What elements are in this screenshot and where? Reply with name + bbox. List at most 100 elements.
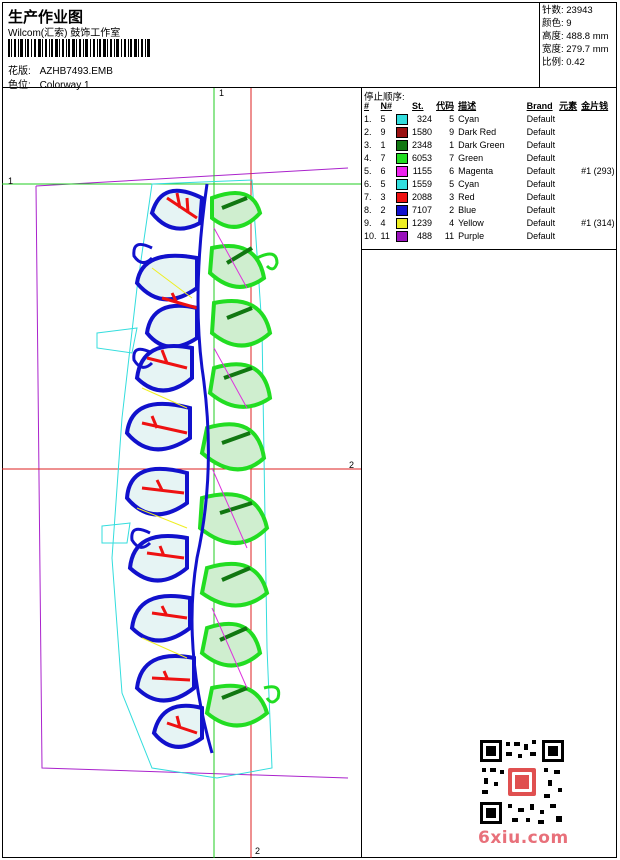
cell-brand: Default xyxy=(526,140,556,150)
table-row: 9. 4 1239 4 Yellow Default #1 (314) xyxy=(362,217,617,230)
cell-extra xyxy=(579,126,617,139)
col-header: St. xyxy=(412,101,424,111)
cell xyxy=(557,152,579,165)
color-swatch xyxy=(396,192,409,204)
color-swatch xyxy=(396,218,409,230)
cell-desc: Yellow xyxy=(458,218,484,228)
color-swatch xyxy=(396,153,409,165)
color-swatch-cell xyxy=(394,217,410,230)
cell-st: 488 xyxy=(417,231,433,241)
color-count: 颜色: 9 xyxy=(542,18,572,29)
cell-desc: Cyan xyxy=(458,114,480,124)
scale-value: 比例: 0.42 xyxy=(542,57,585,68)
cell-brand: Default xyxy=(526,218,556,228)
stats-panel: 针数: 23943 颜色: 9 高度: 488.8 mm 宽度: 279.7 m… xyxy=(540,2,617,88)
color-swatch xyxy=(396,166,409,178)
design-label: 花版: xyxy=(8,66,31,77)
table-row: 6. 5 1559 5 Cyan Default xyxy=(362,178,617,191)
cell-code: 2 xyxy=(449,205,455,215)
color-swatch xyxy=(396,179,409,191)
table-row: 8. 2 7107 2 Blue Default xyxy=(362,204,617,217)
cell-brand: Default xyxy=(526,179,556,189)
colorway-info: 色位: Colorway 1 xyxy=(8,76,90,91)
design-height: 高度: 488.8 mm xyxy=(542,31,609,42)
cell-extra xyxy=(579,191,617,204)
cell-st: 1580 xyxy=(412,127,433,137)
cell-st: 1155 xyxy=(412,166,433,176)
cell-code: 5 xyxy=(449,114,455,124)
studio-name: Wilcom(汇索) 鼓饰工作室 xyxy=(8,28,121,39)
cell-brand: Default xyxy=(526,205,556,215)
cell-extra xyxy=(579,204,617,217)
cell-n: 1 xyxy=(380,140,386,150)
guide-label-bottom: 2 xyxy=(255,846,261,856)
cell xyxy=(557,204,579,217)
cell-num: 7. xyxy=(364,192,372,202)
cell-num: 9. xyxy=(364,218,372,228)
cell xyxy=(557,217,579,230)
color-swatch xyxy=(396,140,409,152)
color-swatch-cell xyxy=(394,165,410,178)
cell-extra: #1 (293) xyxy=(581,166,615,176)
guide-label-right: 2 xyxy=(349,460,355,470)
cell-n: 4 xyxy=(380,218,386,228)
embroidery-artwork xyxy=(2,88,361,858)
cell-extra xyxy=(579,152,617,165)
cell-n: 7 xyxy=(380,153,386,163)
cell-brand: Default xyxy=(526,153,556,163)
col-header: N# xyxy=(380,101,393,111)
cell-num: 3. xyxy=(364,140,372,150)
cell-desc: Magenta xyxy=(458,166,494,176)
cell-num: 1. xyxy=(364,114,372,124)
cell-st: 324 xyxy=(417,114,433,124)
cell-n: 6 xyxy=(380,166,386,176)
table-row: 4. 7 6053 7 Green Default xyxy=(362,152,617,165)
cell-num: 4. xyxy=(364,153,372,163)
cell-desc: Dark Green xyxy=(458,140,505,150)
col-header: Brand xyxy=(526,101,553,111)
color-swatch xyxy=(396,205,409,217)
cell-extra: #1 (314) xyxy=(581,218,615,228)
col-header: 金片钱 xyxy=(581,101,609,111)
design-width: 宽度: 279.7 mm xyxy=(542,44,609,55)
cell xyxy=(557,191,579,204)
cell-brand: Default xyxy=(526,166,556,176)
col-header: 描述 xyxy=(458,101,477,111)
cell-brand: Default xyxy=(526,114,556,124)
qr-code xyxy=(478,738,566,826)
cell-num: 10. xyxy=(364,231,377,241)
cell-code: 9 xyxy=(449,127,455,137)
cell-num: 6. xyxy=(364,179,372,189)
header-panel: 生产作业图 Wilcom(汇索) 鼓饰工作室 花版: AZHB7493.EMB … xyxy=(2,2,540,91)
cell xyxy=(557,178,579,191)
table-header-row: # N# St. 代码 描述 Brand 元素 金片钱 xyxy=(362,100,617,113)
cell xyxy=(557,126,579,139)
stitch-count: 针数: 23943 xyxy=(542,5,593,16)
cell-desc: Green xyxy=(458,153,484,163)
cell-n: 9 xyxy=(380,127,386,137)
design-preview: 1 1 2 2 xyxy=(2,88,362,858)
design-info: 花版: AZHB7493.EMB xyxy=(8,62,113,77)
cell-n: 2 xyxy=(380,205,386,215)
table-row: 2. 9 1580 9 Dark Red Default xyxy=(362,126,617,139)
cell-n: 11 xyxy=(380,231,390,241)
cell-desc: Red xyxy=(458,192,475,202)
table-row: 3. 1 2348 1 Dark Green Default xyxy=(362,139,617,152)
cell-extra xyxy=(579,139,617,152)
table-row: 10. 11 488 11 Purple Default xyxy=(362,230,617,243)
cell-extra xyxy=(579,178,617,191)
color-swatch xyxy=(396,127,409,139)
barcode xyxy=(8,39,150,57)
page-title: 生产作业图 xyxy=(8,9,84,26)
cell-num: 5. xyxy=(364,166,372,176)
cell-st: 1559 xyxy=(412,179,433,189)
cell-brand: Default xyxy=(526,231,556,241)
cell-st: 2088 xyxy=(412,192,433,202)
watermark-text: 6xiu.com xyxy=(478,828,569,848)
cell xyxy=(557,139,579,152)
cell-extra xyxy=(579,113,617,126)
cell-desc: Cyan xyxy=(458,179,480,189)
table-row: 1. 5 324 5 Cyan Default xyxy=(362,113,617,126)
colorway-value: Colorway 1 xyxy=(39,80,90,91)
color-swatch xyxy=(396,114,409,126)
